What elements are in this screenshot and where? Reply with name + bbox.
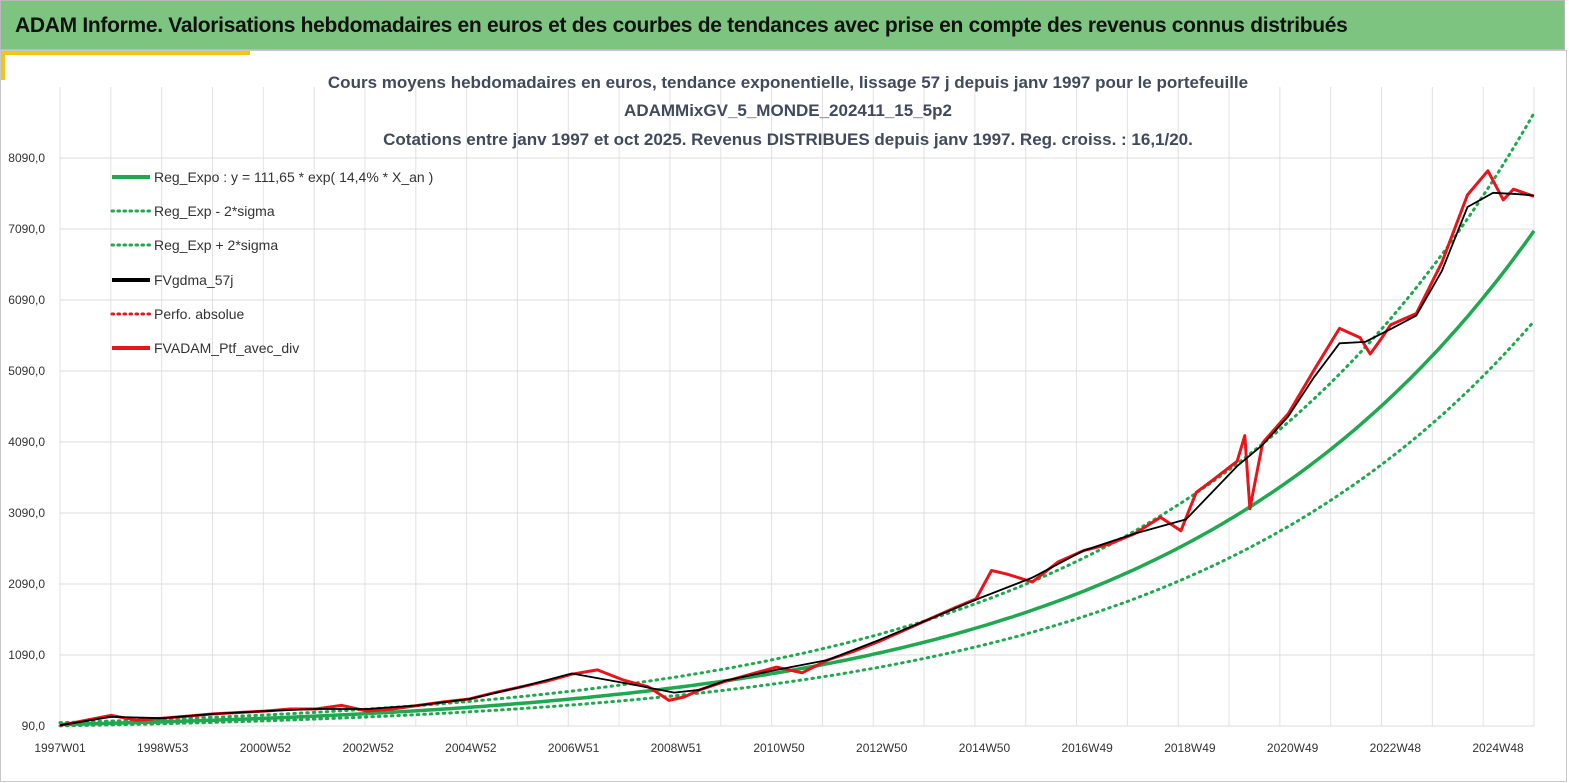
x-axis-ticks: 1997W01 1998W53 2000W52 2002W52 2004W52 2006W… [34,741,1524,755]
x-tick-label: 2024W48 [1472,741,1524,755]
y-axis-ticks: 90,0 1090,0 2090,0 3090,0 4090,0 5090,0 6090,0… [8,151,45,733]
x-tick-label: 2008W51 [651,741,703,755]
grid-lines [59,87,1535,727]
x-tick-label: 2002W52 [342,741,394,755]
x-tick-label: 2010W50 [753,741,805,755]
y-tick-label: 1090,0 [8,648,45,662]
x-tick-label: 1998W53 [137,741,189,755]
legend-label-lower: Reg_Exp - 2*sigma [154,203,275,219]
y-tick-label: 7090,0 [8,222,45,236]
chart-series [58,111,1536,728]
banner-title: ADAM Informe. Valorisations hebdomadaire… [15,14,1348,37]
chart-title-line-3: Cotations entre janv 1997 et oct 2025. R… [383,130,1193,149]
series-smoothed [59,191,1535,727]
x-tick-label: 2000W52 [240,741,292,755]
title-banner: ADAM Informe. Valorisations hebdomadaire… [0,0,1565,50]
x-tick-label: 2012W50 [856,741,908,755]
series-lower-band [58,319,1536,728]
accent-bar-vertical [0,50,5,80]
x-tick-label: 1997W01 [34,741,86,755]
y-tick-label: 90,0 [22,719,46,733]
legend-label-portfolio: FVADAM_Ptf_avec_div [154,340,299,356]
y-tick-label: 3090,0 [8,506,45,520]
series-portfolio [59,169,1535,727]
y-tick-label: 2090,0 [8,577,45,591]
y-tick-label: 6090,0 [8,293,45,307]
y-tick-label: 4090,0 [8,435,45,449]
legend-label-perfo: Perfo. absolue [154,306,244,322]
x-tick-label: 2016W49 [1061,741,1113,755]
chart-title-line-1: Cours moyens hebdomadaires en euros, ten… [328,73,1248,92]
legend-label-upper: Reg_Exp + 2*sigma [154,237,278,253]
accent-bar [0,50,250,55]
x-tick-label: 2018W49 [1164,741,1216,755]
x-tick-label: 2006W51 [548,741,600,755]
chart-title: Cours moyens hebdomadaires en euros, ten… [328,73,1248,149]
legend-label-smooth: FVgdma_57j [154,272,233,288]
x-tick-label: 2022W48 [1370,741,1422,755]
series-upper-band [58,111,1536,725]
x-tick-label: 2020W49 [1267,741,1319,755]
y-tick-label: 8090,0 [8,151,45,165]
series-trend [59,229,1536,727]
chart-title-line-2: ADAMMixGV_5_MONDE_202411_15_5p2 [624,101,952,120]
legend: Reg_Expo : y = 111,65 * exp( 14,4% * X_a… [110,169,433,356]
y-tick-label: 5090,0 [8,364,45,378]
legend-label-trend: Reg_Expo : y = 111,65 * exp( 14,4% * X_a… [154,169,433,185]
x-tick-label: 2004W52 [445,741,497,755]
x-tick-label: 2014W50 [959,741,1011,755]
